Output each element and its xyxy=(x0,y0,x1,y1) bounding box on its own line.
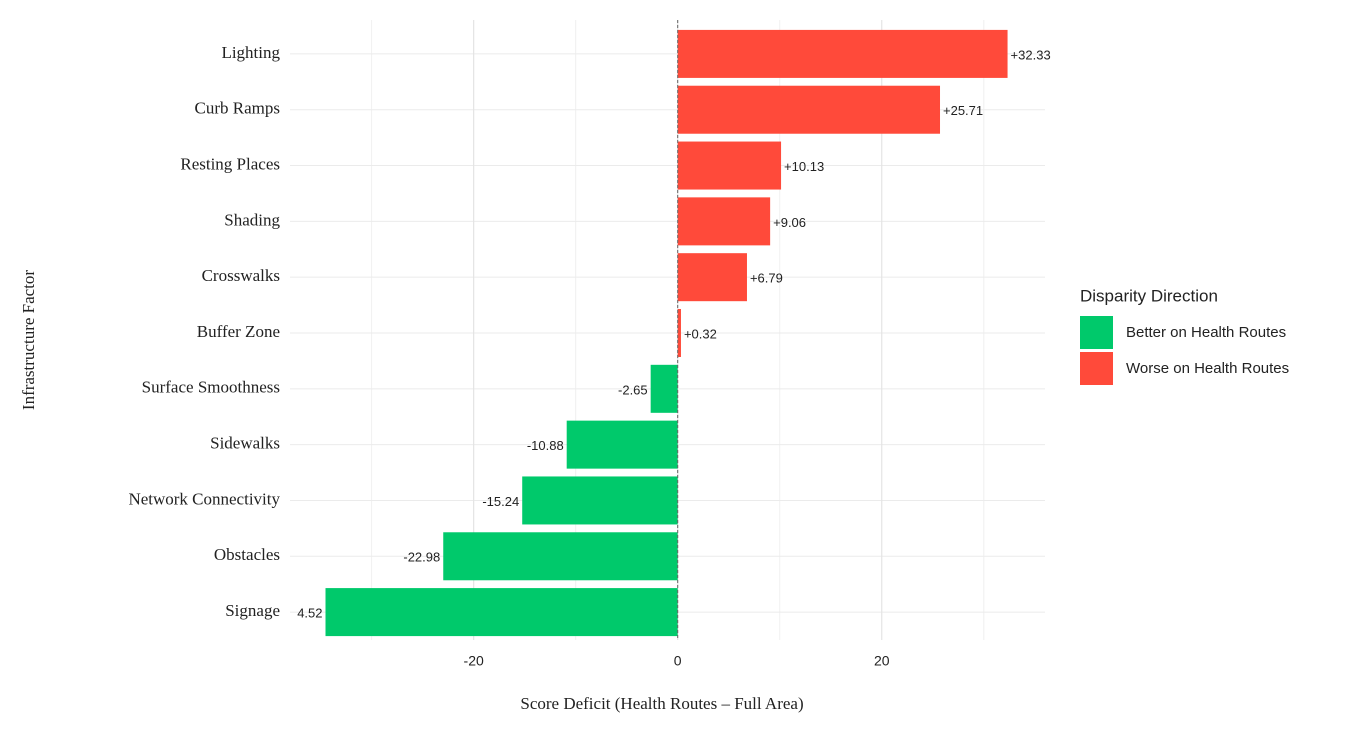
y-tick-label: Shading xyxy=(224,210,280,229)
value-label: +9.06 xyxy=(773,215,806,230)
y-tick-label: Curb Ramps xyxy=(195,99,280,118)
bar xyxy=(677,253,747,302)
legend-key xyxy=(1080,352,1113,385)
y-tick-label: Resting Places xyxy=(180,154,280,173)
y-tick-label: Signage xyxy=(225,601,280,620)
y-tick-label: Network Connectivity xyxy=(128,489,280,508)
legend-key xyxy=(1080,316,1113,349)
value-label: -15.24 xyxy=(482,494,519,509)
bar xyxy=(650,364,678,413)
bar xyxy=(522,476,678,525)
value-label: +0.32 xyxy=(684,326,717,341)
value-label: 4.52 xyxy=(297,606,322,621)
bar xyxy=(677,29,1008,78)
value-label: +6.79 xyxy=(750,271,783,286)
value-label: +32.33 xyxy=(1011,47,1051,62)
bar xyxy=(677,308,681,358)
legend-label: Worse on Health Routes xyxy=(1126,360,1289,377)
y-tick-label: Crosswalks xyxy=(202,266,280,285)
bar xyxy=(325,588,678,637)
y-tick-label: Lighting xyxy=(221,43,280,62)
bar xyxy=(677,141,782,190)
y-tick-label: Sidewalks xyxy=(210,434,280,453)
value-label: -10.88 xyxy=(527,438,564,453)
x-axis-title: Score Deficit (Health Routes – Full Area… xyxy=(520,694,803,713)
bar xyxy=(443,532,678,581)
y-tick-label: Buffer Zone xyxy=(197,322,280,341)
bar xyxy=(677,85,941,134)
x-tick-label: 20 xyxy=(874,653,890,669)
bar xyxy=(677,197,771,246)
x-tick-label: -20 xyxy=(464,653,484,669)
value-label: -22.98 xyxy=(403,550,440,565)
y-tick-label: Obstacles xyxy=(214,545,280,564)
value-label: +10.13 xyxy=(784,159,824,174)
bar xyxy=(566,420,678,469)
y-tick-label: Surface Smoothness xyxy=(142,378,280,397)
legend-label: Better on Health Routes xyxy=(1126,324,1286,341)
x-tick-label: 0 xyxy=(674,653,682,669)
value-label: +25.71 xyxy=(943,103,983,118)
y-axis-title: Infrastructure Factor xyxy=(19,270,38,411)
legend-title: Disparity Direction xyxy=(1080,286,1218,305)
value-label: -2.65 xyxy=(618,382,648,397)
